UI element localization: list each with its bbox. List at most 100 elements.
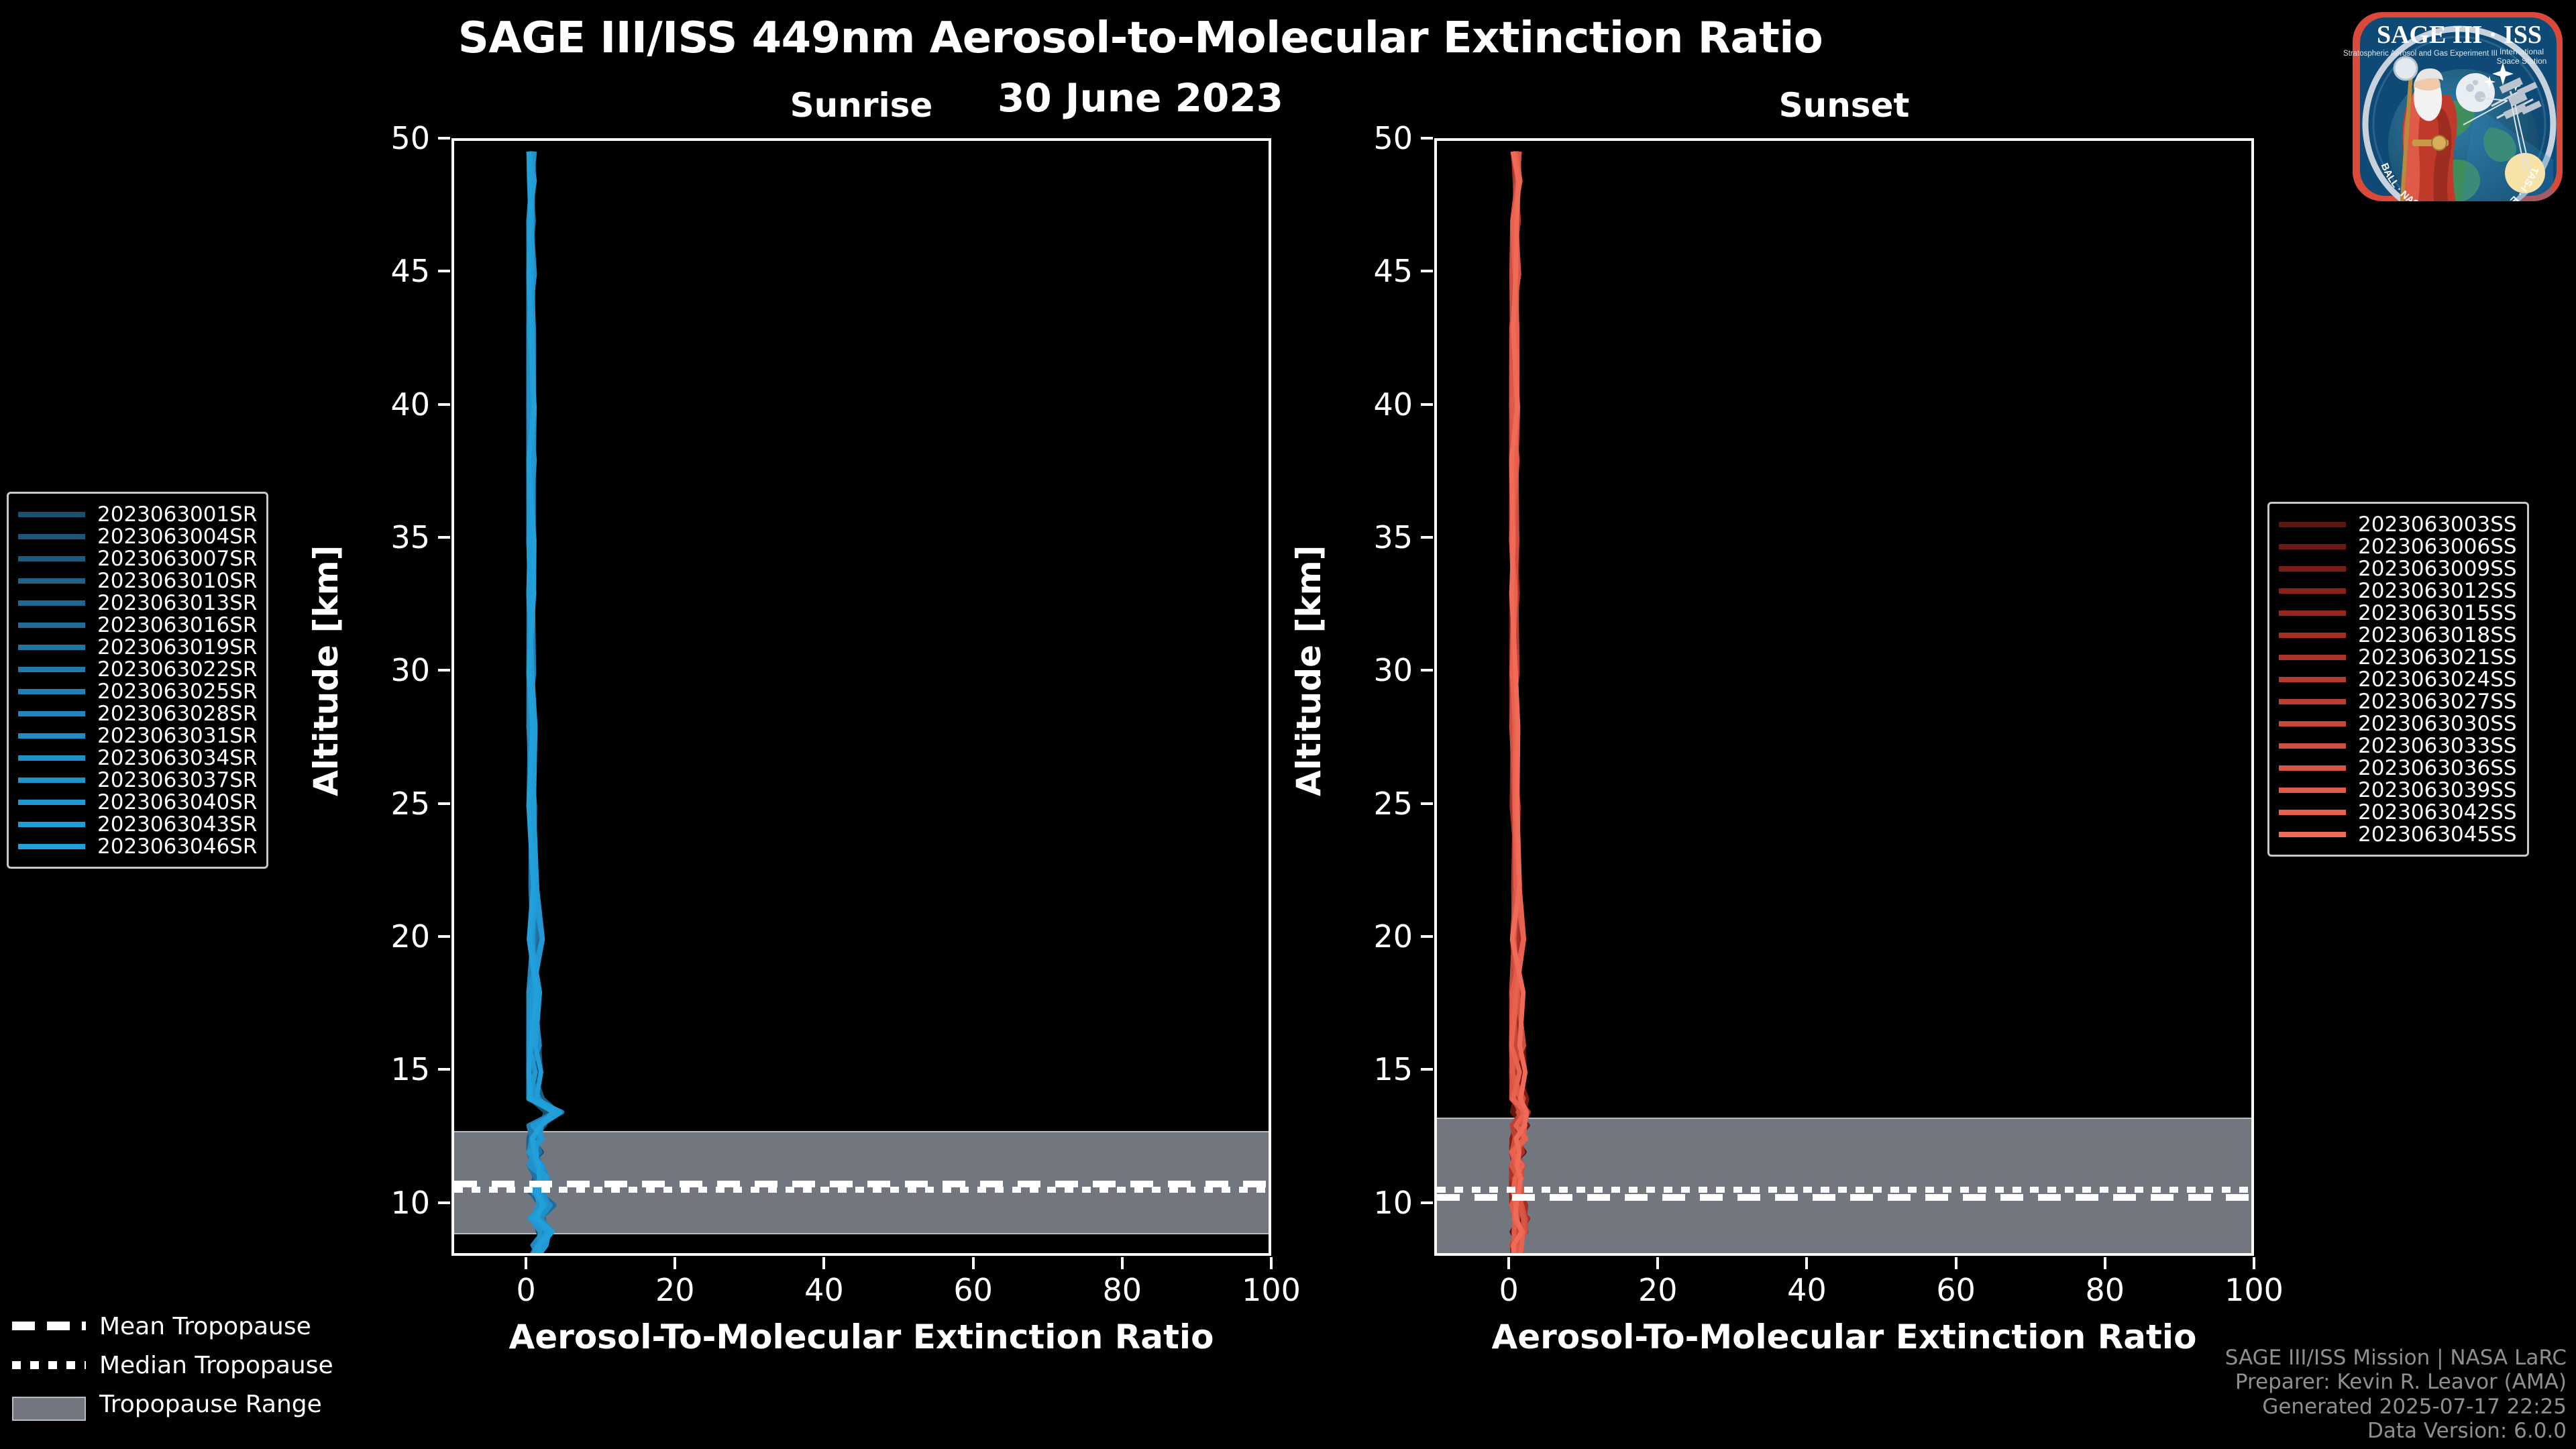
x-axis-tick-mark [1120,1257,1124,1269]
legend-item-label: 2023063015SS [2358,600,2517,625]
legend-item[interactable]: 2023063009SS [2279,557,2517,581]
legend-color-swatch [2279,566,2346,572]
legend-item[interactable]: 2023063042SS [2279,800,2517,824]
legend-color-swatch [18,843,85,849]
legend-row-mean-tropopause: Mean Tropopause [12,1307,327,1346]
legend-color-swatch [18,533,85,539]
y-axis-tick-mark [1421,536,1433,539]
legend-item[interactable]: 2023063016SR [18,613,257,637]
legend-color-swatch [2279,787,2346,793]
legend-item[interactable]: 2023063010SR [18,568,258,593]
legend-item-label: 2023063024SS [2358,667,2517,692]
y-axis-title: Altitude [km] [1289,545,1328,796]
legend-item[interactable]: 2023063040SR [18,790,258,814]
left-panel-title: Sunrise [790,86,933,125]
legend-item[interactable]: 2023063021SS [2279,645,2517,669]
x-axis-tick-label: 20 [1638,1272,1678,1308]
legend-label-median-tropopause: Median Tropopause [99,1351,333,1379]
legend-item[interactable]: 2023063027SS [2279,689,2517,714]
legend-color-swatch [18,666,85,672]
y-axis-tick-mark [438,935,450,938]
legend-color-swatch [18,555,85,561]
legend-item[interactable]: 2023063024SS [2279,667,2517,692]
x-axis-tick-label: 40 [804,1272,844,1308]
legend-item-label: 2023063001SR [97,502,258,527]
y-axis-tick-label: 25 [1373,785,1413,822]
legend-item-label: 2023063010SR [97,568,258,593]
legend-item[interactable]: 2023063045SS [2279,822,2517,847]
legend-item[interactable]: 2023063033SS [2279,734,2517,758]
sunrise-legend[interactable]: 2023063001SR 2023063004SR 2023063007SR 2023… [7,492,268,869]
legend-item[interactable]: 2023063030SS [2279,711,2517,736]
legend-color-swatch [2279,698,2346,704]
x-axis-tick-mark [674,1257,677,1269]
legend-item[interactable]: 2023063018SS [2279,623,2517,647]
x-axis-tick-mark [1954,1257,1957,1269]
legend-color-swatch [18,777,85,783]
y-axis-tick-label: 45 [1373,253,1413,290]
legend-item[interactable]: 2023063006SS [2279,535,2517,559]
y-axis-tick-mark [438,802,450,805]
y-axis-tick-mark [1421,802,1433,805]
legend-item[interactable]: 2023063031SR [18,723,258,748]
legend-item[interactable]: 2023063034SR [18,746,257,770]
median-tropopause-line [454,1186,1269,1193]
legend-item-label: 2023063036SS [2358,755,2517,780]
mean-tropopause-line [1437,1193,2251,1201]
x-axis-tick-mark [822,1257,826,1269]
y-axis-tick-label: 40 [390,386,430,423]
legend-item[interactable]: 2023063004SR [18,525,257,549]
legend-item[interactable]: 2023063003SS [2279,512,2517,537]
legend-row-median-tropopause: Median Tropopause [12,1346,333,1385]
legend-item[interactable]: 2023063012SS [2279,578,2517,603]
patch-subtitle-right-1: International [2500,47,2544,56]
legend-item[interactable]: 2023063013SR [18,590,258,615]
legend-item[interactable]: 2023063007SR [18,546,258,571]
legend-item[interactable]: 2023063019SR [18,635,258,659]
legend-color-swatch [2279,654,2346,660]
legend-item[interactable]: 2023063022SR [18,657,258,682]
legend-item-label: 2023063007SR [97,546,258,571]
legend-item-label: 2023063045SS [2358,822,2517,847]
y-axis-tick-mark [438,1201,450,1204]
legend-item[interactable]: 2023063037SR [18,768,257,792]
profile-line [526,151,556,1253]
sunset-legend[interactable]: 2023063003SS 2023063006SS 2023063009SS 2023… [2267,502,2529,857]
legend-item-label: 2023063040SR [97,790,258,814]
x-axis-title: Aerosol-To-Molecular Extinction Ratio [508,1318,1214,1356]
legend-item-label: 2023063027SS [2358,689,2517,714]
legend-item[interactable]: 2023063036SS [2279,755,2517,780]
legend-item[interactable]: 2023063043SR [18,812,257,837]
x-axis-tick-label: 0 [516,1272,536,1308]
y-axis-tick-label: 10 [1373,1184,1413,1221]
legend-item[interactable]: 2023063028SR [18,701,258,726]
x-axis-tick-mark [525,1257,528,1269]
legend-item-label: 2023063003SS [2358,512,2517,537]
legend-item-label: 2023063019SR [97,635,258,659]
page-title: SAGE III/ISS 449nm Aerosol-to-Molecular … [458,13,1823,63]
legend-item[interactable]: 2023063046SR [18,835,257,859]
legend-item[interactable]: 2023063015SS [2279,600,2517,625]
y-axis-tick-mark [438,137,450,140]
right-panel-title: Sunset [1778,86,1910,125]
legend-item-label: 2023063013SR [97,590,258,615]
y-axis-tick-label: 45 [390,253,430,290]
legend-item[interactable]: 2023063025SR [18,680,257,704]
y-axis-tick-label: 50 [1373,120,1413,156]
legend-item-label: 2023063030SS [2358,711,2517,736]
legend-item-label: 2023063012SS [2358,578,2517,603]
legend-color-swatch [2279,632,2346,638]
legend-item[interactable]: 2023063039SS [2279,777,2517,802]
legend-item-label: 2023063022SR [97,657,258,682]
mean-tropopause-line [454,1180,1269,1187]
y-axis-tick-mark [438,536,450,539]
legend-item-label: 2023063039SS [2358,777,2517,802]
legend-item-label: 2023063031SR [97,723,258,748]
legend-item-label: 2023063028SR [97,701,258,726]
legend-color-swatch [2279,743,2346,749]
x-axis-tick-mark [2103,1257,2106,1269]
sage-iii-iss-mission-patch-logo: BALL · NASA LaRC TAS-I · ESA SAGE III · … [2332,7,2568,201]
y-axis-tick-mark [438,1068,450,1071]
legend-item[interactable]: 2023063001SR [18,502,258,527]
patch-subtitle-left: Stratospheric Aerosol and Gas Experiment… [2343,50,2498,58]
